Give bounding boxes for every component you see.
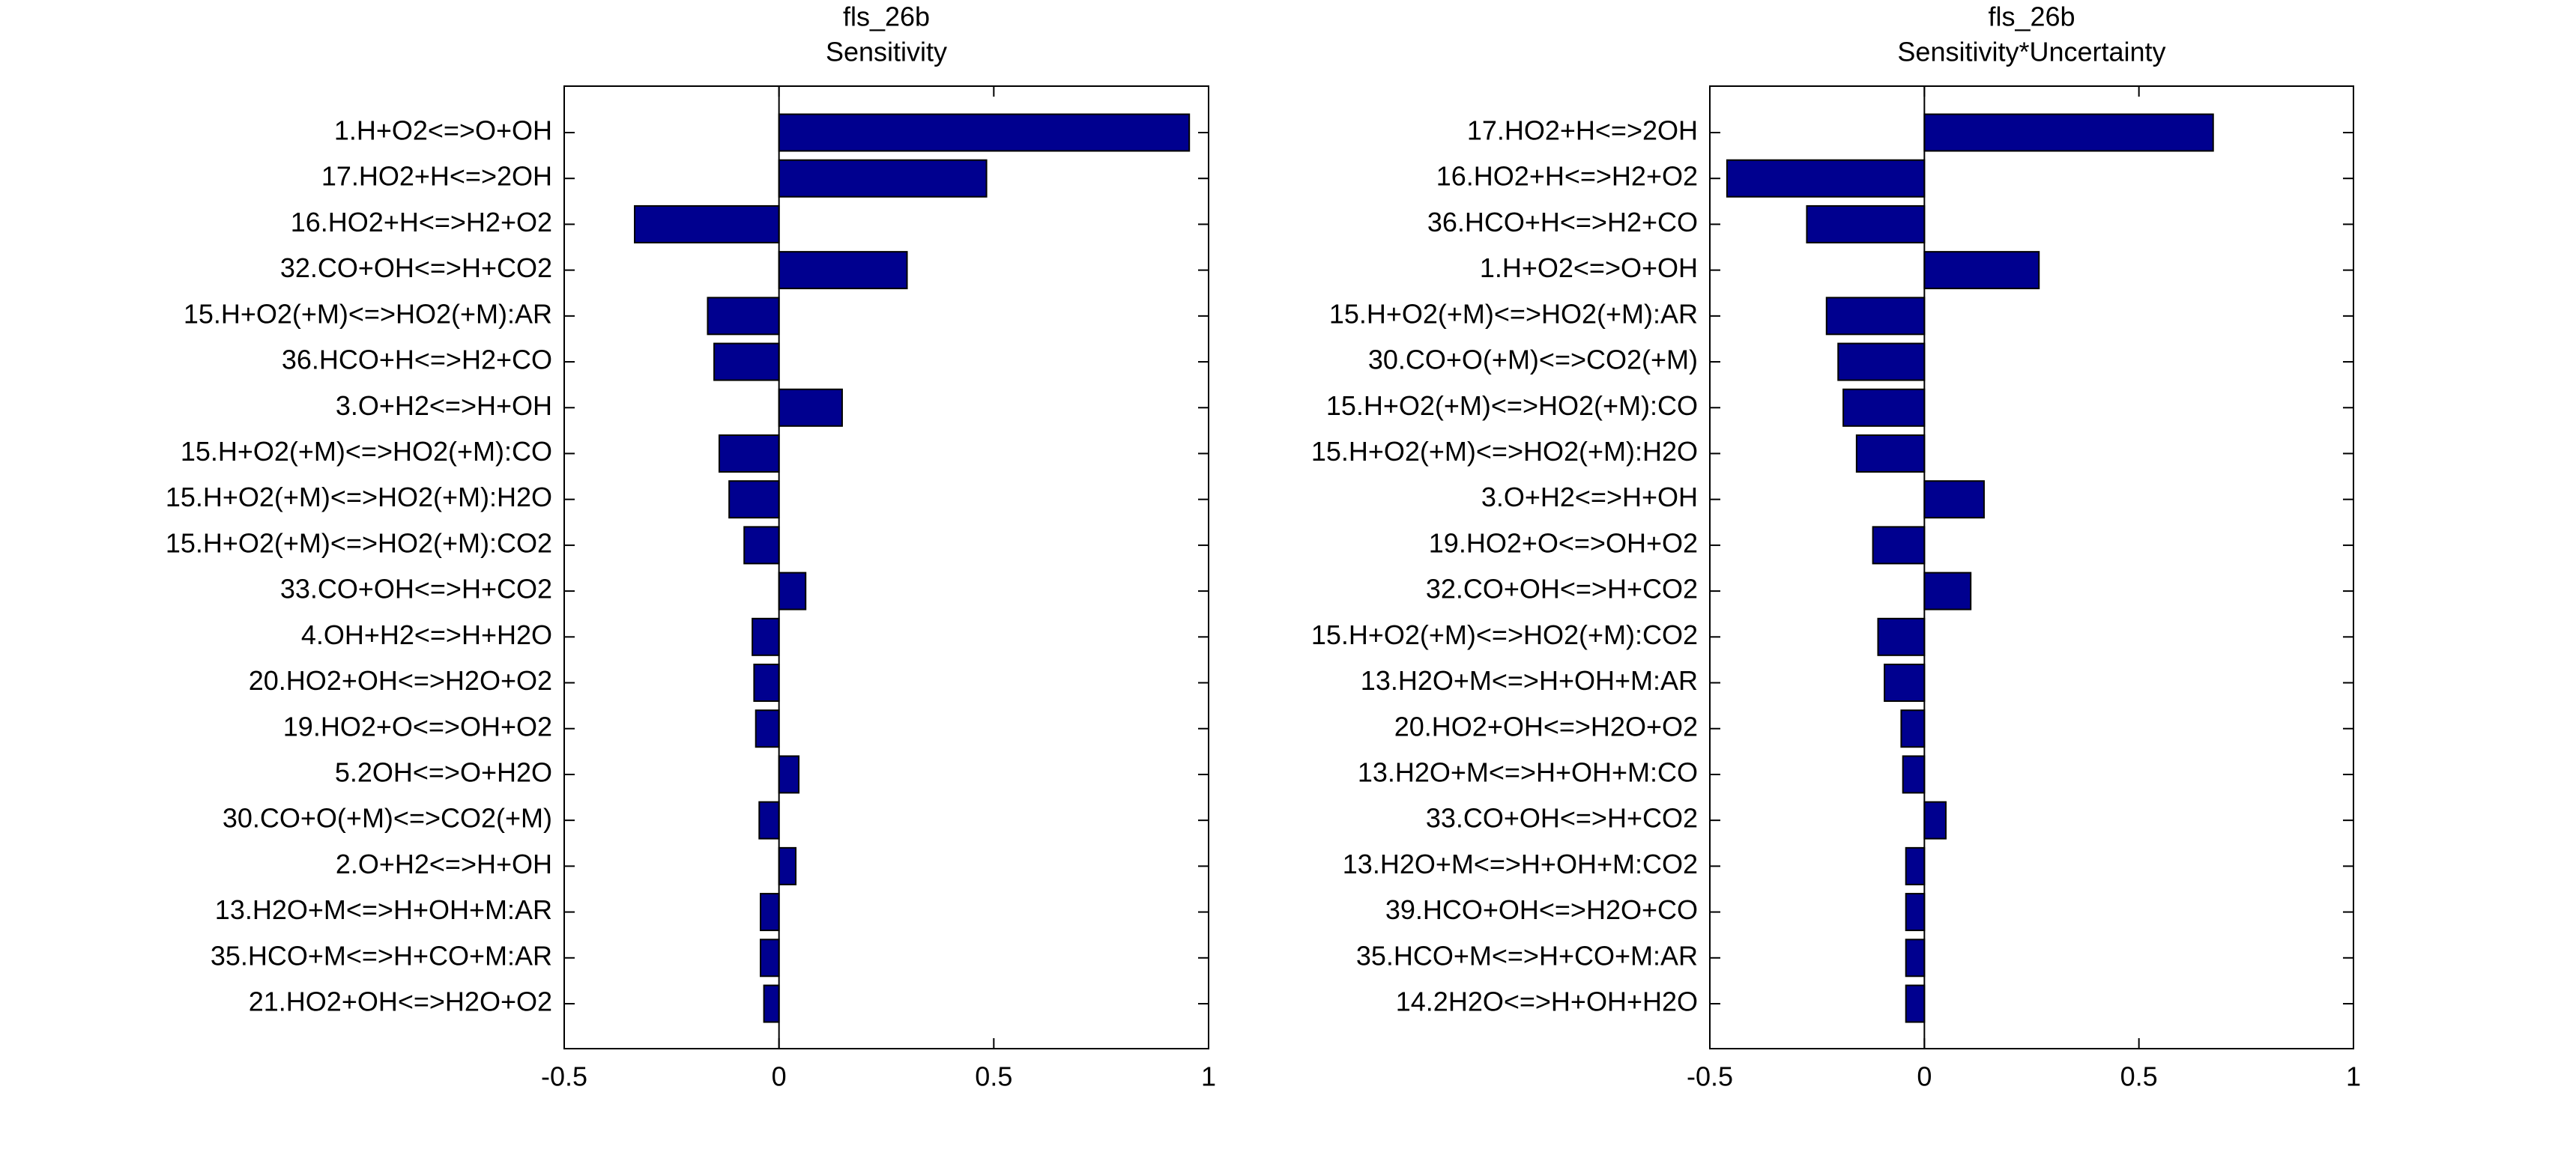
y-tick-label: 15.H+O2(+M)<=>HO2(+M):CO bbox=[1326, 390, 1698, 421]
x-tick-label: 0 bbox=[772, 1061, 787, 1092]
bar bbox=[1923, 572, 1972, 610]
y-tick-label: 15.H+O2(+M)<=>HO2(+M):CO2 bbox=[166, 527, 552, 558]
bar bbox=[1905, 984, 1926, 1023]
bar bbox=[1837, 342, 1926, 381]
bar bbox=[743, 526, 780, 565]
x-tick-label: 1 bbox=[1201, 1061, 1216, 1092]
y-tick-label: 17.HO2+H<=>2OH bbox=[321, 161, 552, 192]
y-tick-label: 33.CO+OH<=>H+CO2 bbox=[280, 574, 552, 604]
bar bbox=[1842, 388, 1926, 427]
y-tick-label: 16.HO2+H<=>H2+O2 bbox=[291, 207, 552, 237]
bar bbox=[1902, 755, 1926, 794]
bar bbox=[755, 709, 780, 748]
bar bbox=[763, 984, 780, 1023]
y-tick-label: 3.O+H2<=>H+OH bbox=[1481, 482, 1698, 512]
bar bbox=[753, 664, 780, 703]
y-tick-label: 15.H+O2(+M)<=>HO2(+M):CO bbox=[181, 436, 552, 467]
chart-subtitle: Sensitivity bbox=[826, 37, 947, 67]
y-tick-label: 14.2H2O<=>H+OH+H2O bbox=[1396, 986, 1698, 1017]
bar bbox=[1923, 801, 1947, 840]
bar bbox=[718, 434, 780, 473]
x-tick-label: 0.5 bbox=[975, 1061, 1012, 1092]
x-tick-label: -0.5 bbox=[1687, 1061, 1733, 1092]
y-tick-label: 36.HCO+H<=>H2+CO bbox=[1427, 207, 1698, 237]
y-tick-label: 39.HCO+OH<=>H2O+CO bbox=[1385, 894, 1698, 925]
bar bbox=[1905, 846, 1926, 885]
plot-frame bbox=[1709, 85, 2354, 1049]
bar bbox=[707, 297, 780, 336]
bar bbox=[1923, 113, 2214, 152]
y-tick-label: 33.CO+OH<=>H+CO2 bbox=[1426, 803, 1698, 834]
y-tick-label: 15.H+O2(+M)<=>HO2(+M):AR bbox=[1329, 298, 1698, 329]
bar bbox=[1806, 204, 1926, 243]
bar bbox=[778, 159, 988, 198]
y-tick-label: 15.H+O2(+M)<=>HO2(+M):H2O bbox=[1311, 436, 1698, 467]
y-tick-label: 13.H2O+M<=>H+OH+M:CO bbox=[1358, 757, 1698, 787]
bar bbox=[634, 204, 780, 243]
bar bbox=[1884, 664, 1926, 703]
bar bbox=[1923, 480, 1985, 519]
bar bbox=[1923, 251, 2040, 290]
bar bbox=[728, 480, 780, 519]
y-tick-label: 19.HO2+O<=>OH+O2 bbox=[283, 711, 552, 742]
x-tick-label: 1 bbox=[2346, 1061, 2361, 1092]
y-tick-label: 15.H+O2(+M)<=>HO2(+M):AR bbox=[184, 298, 552, 329]
y-tick-label: 21.HO2+OH<=>H2O+O2 bbox=[249, 986, 552, 1017]
y-tick-label: 30.CO+O(+M)<=>CO2(+M) bbox=[223, 803, 552, 834]
bar bbox=[760, 893, 780, 932]
y-tick-label: 15.H+O2(+M)<=>HO2(+M):CO2 bbox=[1311, 619, 1698, 650]
y-tick-label: 5.2OH<=>O+H2O bbox=[335, 757, 552, 787]
y-tick-label: 17.HO2+H<=>2OH bbox=[1467, 115, 1698, 146]
y-tick-label: 36.HCO+H<=>H2+CO bbox=[282, 345, 552, 375]
y-tick-label: 3.O+H2<=>H+OH bbox=[336, 390, 552, 421]
bar bbox=[1905, 939, 1926, 977]
bar bbox=[752, 617, 780, 656]
y-tick-label: 20.HO2+OH<=>H2O+O2 bbox=[249, 665, 552, 696]
bar bbox=[1877, 617, 1926, 656]
bar bbox=[1900, 709, 1926, 748]
bar bbox=[1872, 526, 1926, 565]
y-tick-label: 13.H2O+M<=>H+OH+M:AR bbox=[1361, 665, 1698, 696]
chart-title: fls_26b bbox=[843, 1, 930, 32]
bar bbox=[1726, 159, 1926, 198]
bar bbox=[778, 251, 908, 290]
bar bbox=[758, 801, 780, 840]
y-tick-label: 16.HO2+H<=>H2+O2 bbox=[1436, 161, 1698, 192]
y-tick-label: 1.H+O2<=>O+OH bbox=[1480, 252, 1698, 283]
chart-subtitle: Sensitivity*Uncertainty bbox=[1897, 37, 2165, 67]
bar bbox=[713, 342, 780, 381]
chart-title: fls_26b bbox=[1988, 1, 2075, 32]
bar bbox=[778, 113, 1191, 152]
y-tick-label: 20.HO2+OH<=>H2O+O2 bbox=[1394, 711, 1698, 742]
x-tick-label: 0.5 bbox=[2120, 1061, 2158, 1092]
x-tick-label: 0 bbox=[1917, 1061, 1932, 1092]
y-tick-label: 30.CO+O(+M)<=>CO2(+M) bbox=[1368, 345, 1698, 375]
x-tick-label: -0.5 bbox=[541, 1061, 587, 1092]
y-tick-label: 1.H+O2<=>O+OH bbox=[334, 115, 552, 146]
bar bbox=[778, 572, 807, 610]
bar bbox=[1905, 893, 1926, 932]
y-tick-label: 4.OH+H2<=>H+H2O bbox=[301, 619, 552, 650]
bar bbox=[1855, 434, 1926, 473]
bar bbox=[760, 939, 780, 977]
y-tick-label: 32.CO+OH<=>H+CO2 bbox=[280, 252, 552, 283]
plot-frame bbox=[563, 85, 1209, 1049]
y-tick-label: 13.H2O+M<=>H+OH+M:CO2 bbox=[1343, 849, 1698, 879]
y-tick-label: 35.HCO+M<=>H+CO+M:AR bbox=[211, 940, 552, 971]
y-tick-label: 15.H+O2(+M)<=>HO2(+M):H2O bbox=[166, 482, 552, 512]
bar bbox=[778, 755, 800, 794]
y-tick-label: 13.H2O+M<=>H+OH+M:AR bbox=[215, 894, 552, 925]
bar bbox=[778, 388, 843, 427]
y-tick-label: 19.HO2+O<=>OH+O2 bbox=[1429, 527, 1698, 558]
bar bbox=[1825, 297, 1926, 336]
y-tick-label: 2.O+H2<=>H+OH bbox=[336, 849, 552, 879]
y-tick-label: 32.CO+OH<=>H+CO2 bbox=[1426, 574, 1698, 604]
y-tick-label: 35.HCO+M<=>H+CO+M:AR bbox=[1356, 940, 1698, 971]
bar bbox=[778, 846, 797, 885]
